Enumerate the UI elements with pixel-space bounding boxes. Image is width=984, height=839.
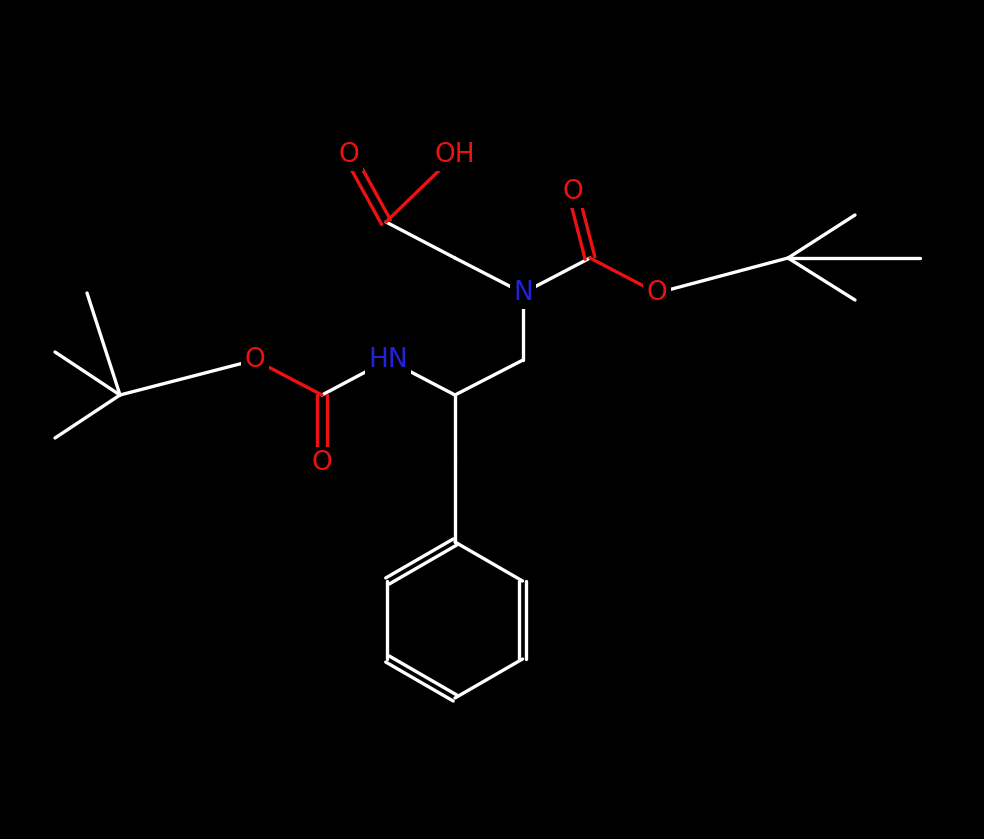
Text: O: O [312,450,333,476]
Text: HN: HN [368,347,407,373]
Text: OH: OH [435,142,475,168]
Text: O: O [646,280,667,306]
Text: O: O [338,142,359,168]
Text: O: O [563,179,584,205]
Text: N: N [513,280,533,306]
Text: O: O [245,347,266,373]
